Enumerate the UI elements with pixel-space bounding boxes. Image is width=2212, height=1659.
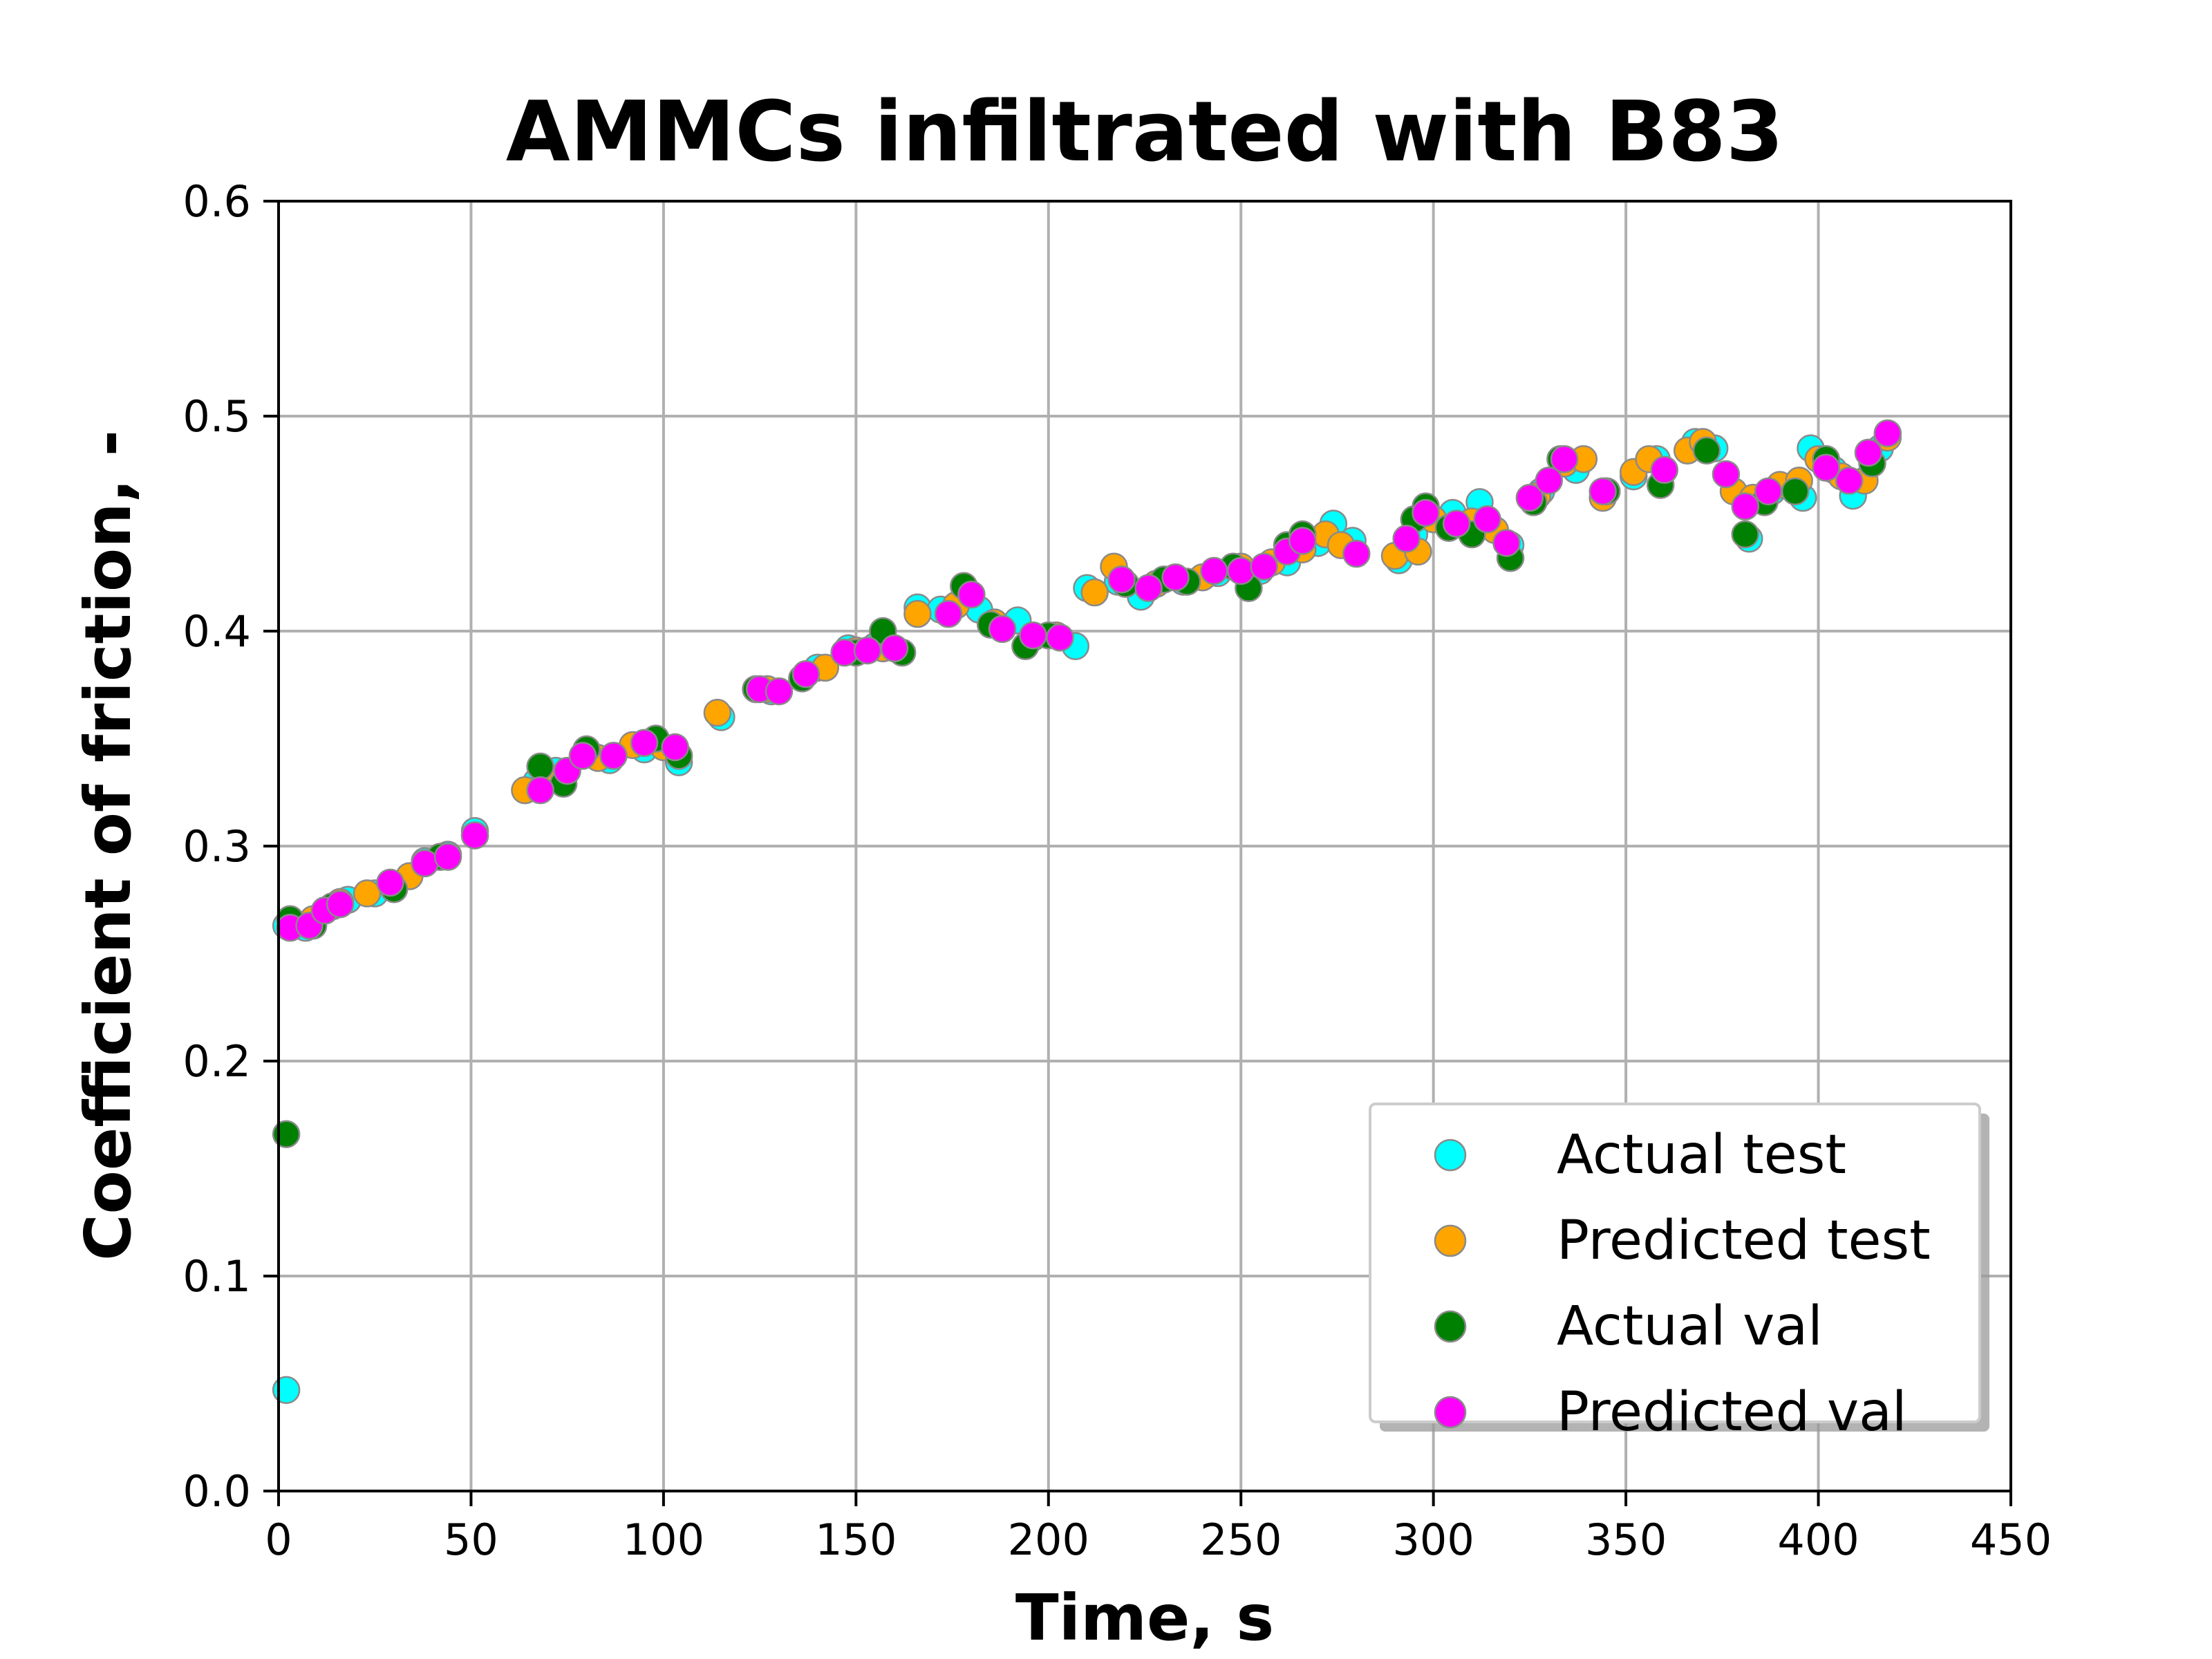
data-point [326,890,355,919]
x-tick-label: 50 [444,1515,498,1565]
data-point [1107,565,1136,594]
x-tick-label: 0 [265,1515,292,1565]
data-point [1019,621,1047,650]
y-axis-label: Coefficient of friction, - [71,430,145,1261]
data-point [1134,574,1163,603]
data-point [1835,467,1864,495]
data-point [1412,498,1440,527]
data-point [1199,556,1228,585]
data-point [272,1120,301,1148]
data-point [1812,453,1840,482]
data-point [630,729,659,757]
legend-label: Actual val [1557,1295,1823,1358]
data-point [1492,529,1521,557]
data-point [433,843,462,871]
y-tick-label: 0.2 [182,1036,251,1087]
series-1 [280,423,1902,938]
data-point [1731,520,1759,549]
data-point [1392,525,1421,553]
data-point [411,849,439,878]
x-tick-label: 250 [1200,1515,1282,1565]
data-point [526,752,554,781]
y-tick-label: 0.0 [182,1466,251,1517]
data-point [1712,460,1741,489]
legend-marker [1434,1224,1467,1257]
legend-label: Actual test [1557,1124,1846,1186]
legend: Actual test Predicted test Actual val Predi… [1369,1103,1989,1443]
data-point [791,659,821,688]
data-point [988,615,1017,644]
data-point [1588,477,1617,506]
data-point [353,879,382,908]
data-point [880,634,909,663]
data-point [1731,492,1759,521]
x-tick-label: 300 [1392,1515,1474,1565]
data-point [1342,539,1371,568]
data-point [661,733,689,762]
data-point [1250,552,1278,581]
data-point [853,636,882,665]
data-point [1854,438,1883,467]
legend-label: Predicted val [1557,1381,1907,1443]
x-tick-label: 350 [1585,1515,1667,1565]
x-tick-label: 150 [815,1515,897,1565]
data-point [1288,527,1317,555]
legend-marker [1434,1138,1467,1172]
x-tick-label: 450 [1970,1515,2052,1565]
data-point [1161,563,1190,592]
data-point [1442,509,1471,538]
data-point [1754,477,1783,506]
data-points [272,419,1902,1405]
data-point [1550,444,1579,474]
data-point [1535,467,1563,495]
data-point [526,776,554,805]
data-point [376,868,404,897]
y-tick-label: 0.4 [182,606,251,657]
x-axis-label: Time, s [1015,1581,1274,1655]
data-point [1873,419,1902,448]
data-point [934,599,963,628]
data-point [957,580,986,609]
legend-marker [1434,1396,1467,1429]
legend-label: Predicted test [1557,1210,1931,1272]
data-point [765,677,794,706]
legend-marker [1434,1310,1467,1343]
data-point [599,742,628,770]
data-point [1781,477,1810,506]
data-point [1473,505,1501,534]
x-tick-label: 100 [623,1515,704,1565]
data-point [460,821,489,850]
data-point [703,698,732,727]
data-point [1046,624,1074,652]
axis-ticks: 0 50 100 150 200 250 300 350 400 450 0.0 0.1 0.2 0.3 0… [182,176,2052,1565]
data-point [1692,436,1721,465]
x-tick-label: 200 [1008,1515,1089,1565]
data-point [1650,456,1679,484]
y-tick-label: 0.5 [182,391,251,442]
y-tick-label: 0.1 [182,1251,251,1302]
data-point [1080,578,1109,607]
data-point [272,1376,301,1405]
data-point [903,599,932,628]
data-point [568,742,597,770]
legend-box [1369,1103,1981,1423]
y-tick-label: 0.6 [182,176,251,227]
x-tick-label: 400 [1777,1515,1859,1565]
y-tick-label: 0.3 [182,821,251,872]
chart-title: AMMCs infiltrated with B83 [506,84,1784,180]
data-point [1226,556,1255,585]
data-point [830,638,859,667]
series-3 [276,419,1902,942]
data-point [1515,483,1544,512]
